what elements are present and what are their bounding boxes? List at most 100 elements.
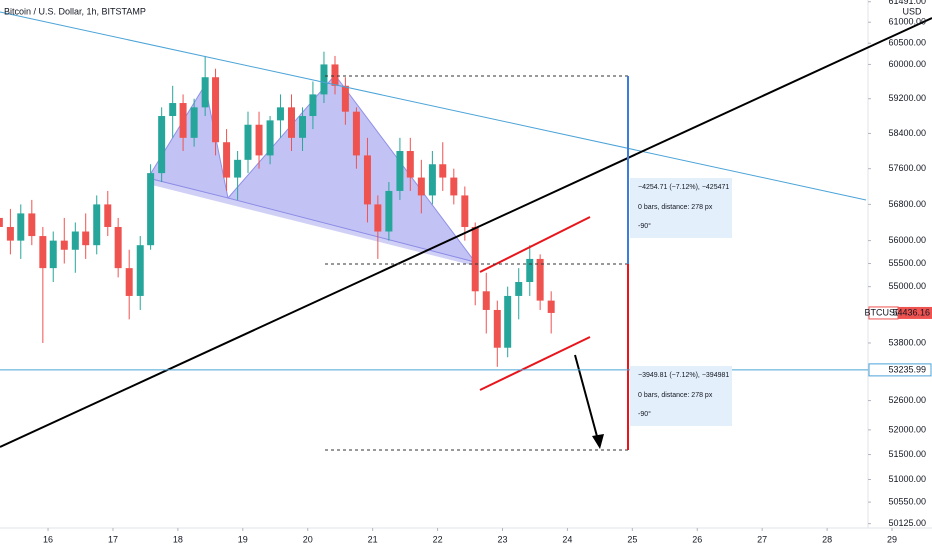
candle-body — [179, 103, 187, 138]
candle-body — [158, 116, 166, 174]
pattern-base — [148, 178, 475, 266]
trend-line — [0, 17, 932, 448]
y-tick-label: 52000.00 — [888, 424, 926, 434]
candle-body — [352, 111, 360, 156]
candle-body — [104, 204, 112, 227]
candle-body — [331, 64, 339, 86]
x-tick-label: 21 — [368, 534, 378, 544]
measure-bars: 0 bars, distance: 278 px — [638, 392, 713, 399]
x-tick-label: 29 — [887, 534, 897, 544]
measure-change: −4254.71 (−7.12%), −425471 — [638, 184, 730, 191]
candle-body — [212, 77, 220, 143]
candle-body — [461, 195, 469, 227]
arrow-head — [592, 434, 604, 449]
candle-body — [60, 240, 68, 250]
last-price-box — [898, 306, 932, 319]
candle-body — [417, 177, 425, 196]
y-tick-label: 59200.00 — [888, 93, 926, 103]
x-tick-label: 24 — [562, 534, 572, 544]
candle-body — [0, 217, 3, 227]
candle-body — [309, 94, 317, 117]
candle-body — [406, 151, 414, 178]
y-tick-label: 51000.00 — [888, 474, 926, 484]
x-tick-label: 28 — [822, 534, 832, 544]
x-tick-label: 20 — [303, 534, 313, 544]
candle-body — [450, 177, 458, 196]
y-tick-label: 60500.00 — [888, 38, 926, 48]
candle-body — [147, 173, 155, 246]
candle-body — [39, 236, 47, 269]
candle-body — [536, 258, 544, 301]
measure-angle: -90° — [638, 411, 651, 418]
measure-bars: 0 bars, distance: 278 px — [638, 204, 713, 211]
y-tick-label: 61491.00 — [888, 0, 926, 6]
candle-body — [190, 107, 198, 138]
candle-body — [428, 164, 436, 196]
y-tick-label: 61000.00 — [888, 17, 926, 27]
x-tick-label: 27 — [757, 534, 767, 544]
y-tick-label: 60000.00 — [888, 59, 926, 69]
candle-body — [266, 120, 274, 156]
candle-body — [396, 151, 404, 191]
candle-body — [276, 107, 284, 121]
y-tick-label: 56000.00 — [888, 235, 926, 245]
x-tick-label: 26 — [692, 534, 702, 544]
axis-unit: USD — [902, 6, 922, 16]
y-tick-label: 58400.00 — [888, 128, 926, 138]
candle-body — [28, 213, 36, 237]
y-tick-label: 53800.00 — [888, 337, 926, 347]
candle-body — [136, 245, 144, 296]
candle-body — [93, 204, 101, 246]
candle-body — [287, 107, 295, 138]
candle-body — [169, 103, 177, 117]
candle-body — [439, 164, 447, 178]
candle-body — [6, 226, 14, 241]
x-tick-label: 17 — [108, 534, 118, 544]
candle-body — [320, 64, 328, 95]
candle-body — [234, 159, 242, 178]
candle-body — [363, 155, 371, 205]
x-tick-label: 23 — [497, 534, 507, 544]
candle-body — [504, 295, 512, 348]
candle-body — [526, 258, 534, 283]
x-tick-label: 25 — [627, 534, 637, 544]
candle-body — [482, 291, 490, 310]
candle-body — [515, 282, 523, 296]
measure-info: −4254.71 (−7.12%), −425471 0 bars, dista… — [630, 178, 732, 238]
candle-body — [114, 226, 122, 269]
candle-body — [255, 124, 263, 156]
candle-body — [493, 309, 501, 348]
y-tick-label: 50125.00 — [888, 518, 926, 528]
candle-body — [201, 77, 209, 108]
channel-line — [479, 216, 591, 273]
y-tick-label: 52600.00 — [888, 395, 926, 405]
candle-body — [547, 300, 555, 313]
x-tick-label: 19 — [238, 534, 248, 544]
y-tick-label: 55500.00 — [888, 258, 926, 268]
channel-line — [479, 336, 591, 391]
x-tick-label: 16 — [43, 534, 53, 544]
trend-line — [0, 11, 867, 201]
y-tick-label: 55000.00 — [888, 281, 926, 291]
chart-title: Bitcoin / U.S. Dollar, 1h, BITSTAMP — [4, 6, 146, 16]
candle-body — [125, 268, 133, 296]
measure-info: −3949.81 (−7.12%), −394981 0 bars, dista… — [630, 366, 732, 426]
candle-body — [223, 142, 231, 178]
y-tick-label: 56800.00 — [888, 199, 926, 209]
symbol-label: BTCUSD — [864, 307, 902, 317]
candle-body — [385, 190, 393, 232]
last-price-label: 54436.16 — [892, 307, 930, 317]
candle-body — [299, 116, 307, 138]
candle-body — [49, 240, 57, 269]
candle-body — [471, 226, 479, 292]
measure-change: −3949.81 (−7.12%), −394981 — [638, 372, 730, 379]
candle-body — [17, 213, 25, 241]
y-tick-label: 57600.00 — [888, 163, 926, 173]
x-tick-label: 18 — [173, 534, 183, 544]
candle-body — [244, 124, 252, 160]
y-tick-label: 50550.00 — [888, 496, 926, 506]
candle-body — [341, 85, 349, 112]
candle-body — [82, 231, 90, 246]
crosshair-label-box — [868, 363, 932, 377]
